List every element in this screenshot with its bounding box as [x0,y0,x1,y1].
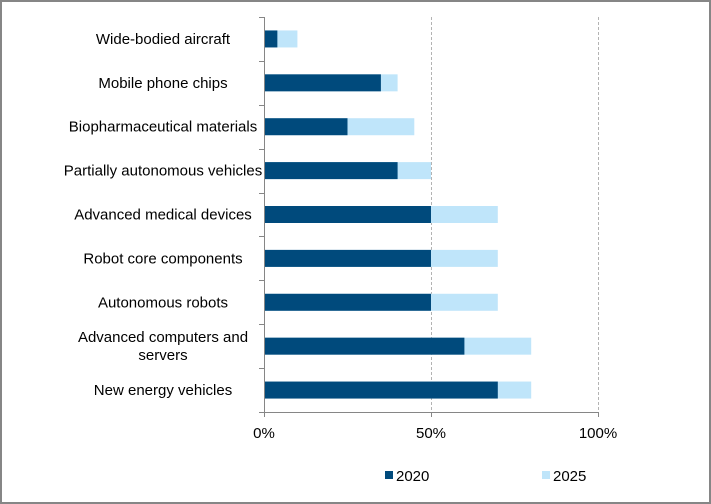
legend-swatch-2020 [385,471,393,479]
axes [259,17,599,417]
bar-2020 [264,381,498,399]
x-tick-label: 0% [253,425,275,442]
category-label: Advanced medical devices [74,207,252,224]
category-label: Robot core components [83,250,242,267]
bar-2020 [264,30,278,48]
category-label: Wide-bodied aircraft [96,31,231,48]
category-label: Mobile phone chips [98,75,227,92]
legend-label: 2020 [396,468,429,485]
x-tick-label: 100% [579,425,617,442]
bars [264,30,532,399]
legend-label: 2025 [553,468,586,485]
x-tick-labels: 0% 50% 100% [253,425,617,442]
category-label: New energy vehicles [94,382,232,399]
bar-2020 [264,293,431,311]
category-labels: Wide-bodied aircraft Mobile phone chips Bi… [64,31,262,399]
legend-swatch-2025 [542,471,550,479]
category-label: servers [138,347,187,364]
bar-2020 [264,206,431,223]
bar-2020 [264,337,465,355]
category-label: Biopharmaceutical materials [69,119,257,136]
bar-2020 [264,74,381,92]
bar-2020 [264,118,348,136]
category-label: Advanced computers and [78,329,248,346]
x-tick-label: 50% [416,425,446,442]
bar-2020 [264,249,431,267]
category-label: Partially autonomous vehicles [64,163,262,180]
category-label: Autonomous robots [98,294,228,311]
legend: 2020 2025 [385,468,586,485]
bar-2020 [264,162,398,180]
